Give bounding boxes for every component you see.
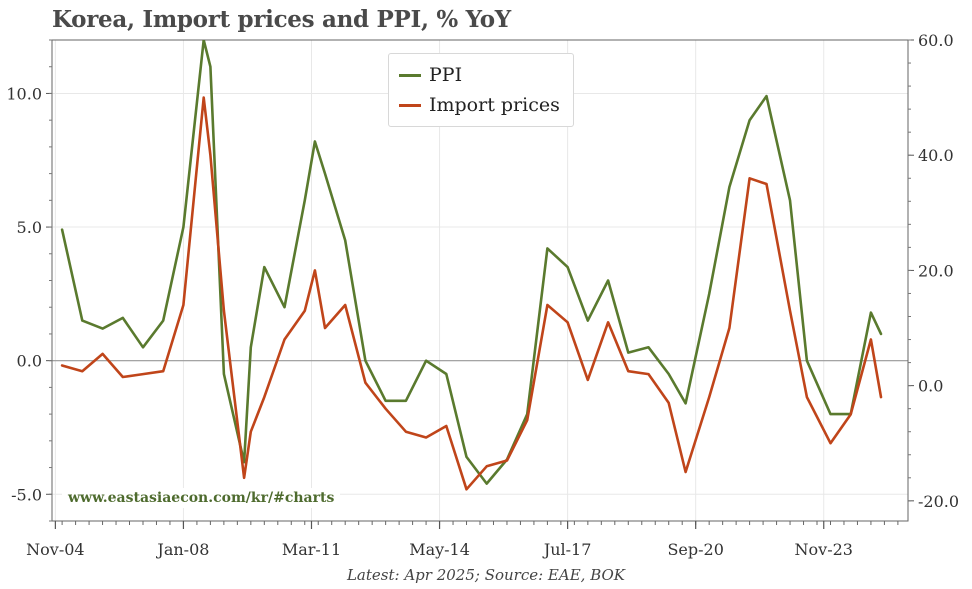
y-left-tick-label: 5.0	[17, 218, 42, 237]
x-tick-label: Jan-08	[155, 540, 209, 559]
series-layer	[60, 40, 883, 491]
x-tick-label: Jul-17	[542, 540, 592, 559]
legend-swatch-import-prices	[399, 103, 421, 107]
chart-legend: PPI Import prices	[388, 53, 574, 127]
y-right-tick-label: 40.0	[918, 146, 954, 165]
source-note: Latest: Apr 2025; Source: EAE, BOK	[346, 566, 626, 584]
y-right-tick-label: 20.0	[918, 261, 954, 280]
y-right-tick-label: 60.0	[918, 31, 954, 50]
y-right-tick-label: -20.0	[918, 492, 959, 511]
legend-label-ppi: PPI	[429, 64, 463, 86]
series-line-import-prices	[60, 96, 883, 491]
x-tick-label: May-14	[409, 540, 470, 559]
chart-title: Korea, Import prices and PPI, % YoY	[52, 6, 511, 33]
y-right-tick-label: 0.0	[918, 377, 943, 396]
watermark-link[interactable]: www.eastasiaecon.com/kr/#charts	[62, 488, 341, 508]
x-tick-label: Nov-23	[795, 540, 853, 559]
y-left-tick-label: 0.0	[17, 352, 42, 371]
x-tick-label: Sep-20	[667, 540, 723, 559]
legend-swatch-ppi	[399, 73, 421, 77]
legend-label-import-prices: Import prices	[429, 94, 560, 116]
x-tick-label: Nov-04	[26, 540, 84, 559]
legend-item-ppi: PPI	[399, 62, 462, 88]
y-left-tick-label: -5.0	[11, 485, 42, 504]
legend-item-import-prices: Import prices	[399, 92, 560, 118]
axis-layer: Nov-04 Jan-08 Mar-11 May-14 Jul-17 Sep-20 Nov-…	[6, 31, 959, 559]
x-tick-label: Mar-11	[282, 540, 341, 559]
y-left-tick-label: 10.0	[6, 84, 42, 103]
series-line-ppi	[60, 40, 883, 485]
